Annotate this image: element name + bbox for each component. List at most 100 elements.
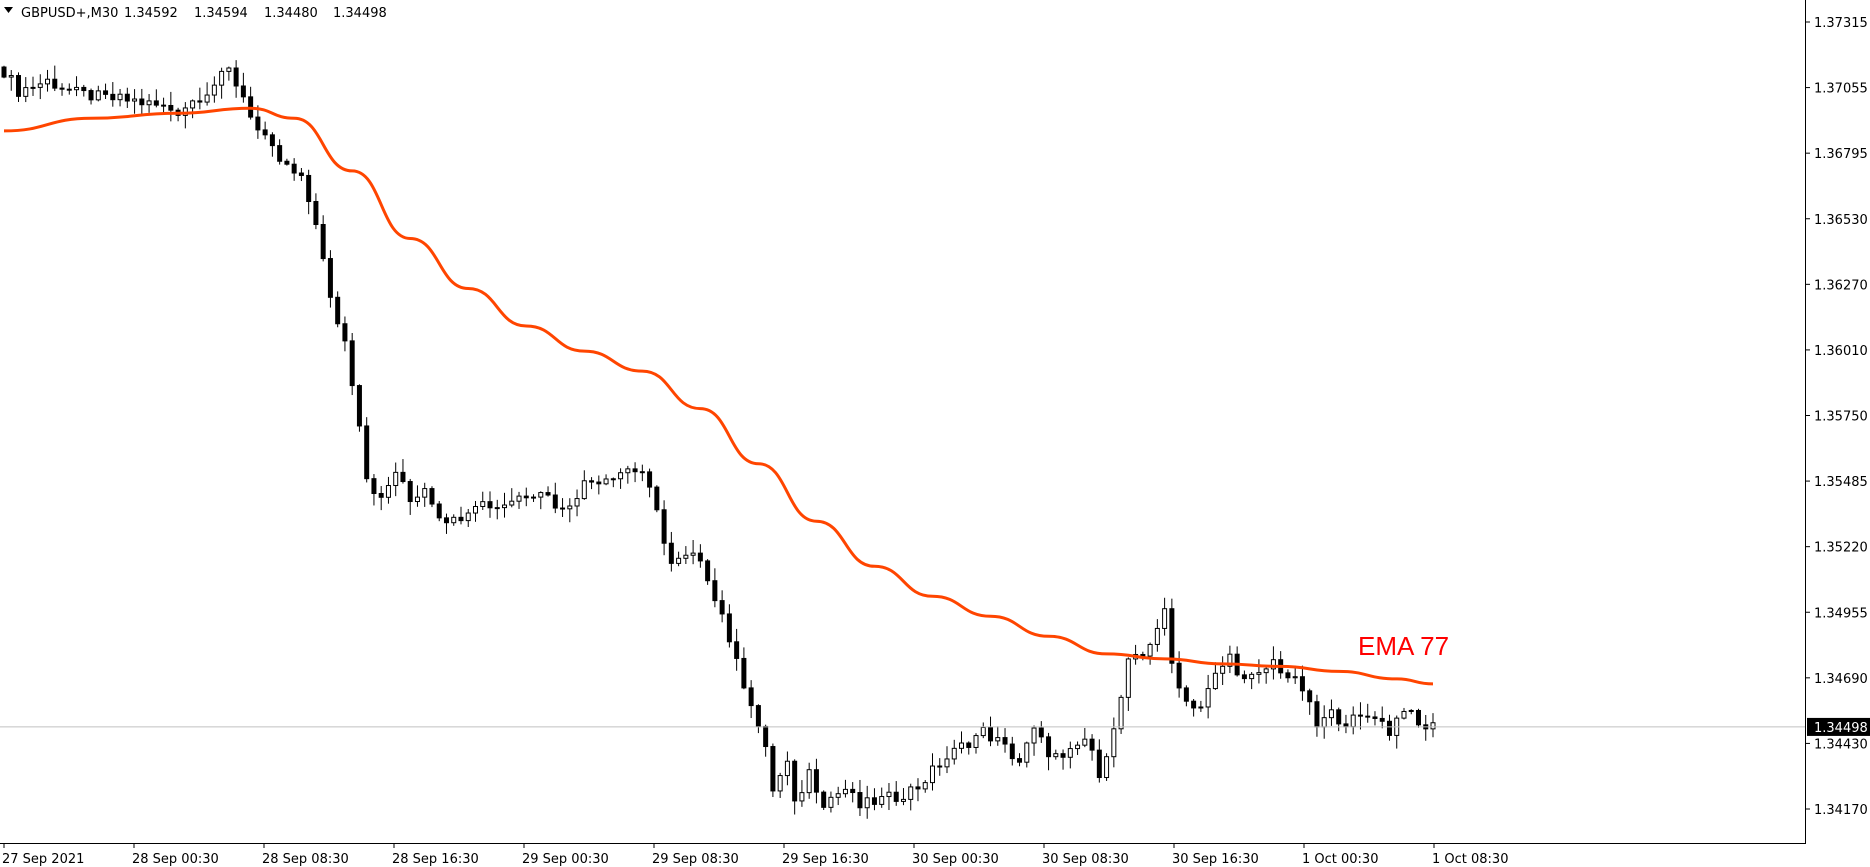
- candle: [770, 743, 776, 798]
- time-axis: 27 Sep 2021 28 Sep 00:30 28 Sep 08:30 28 Se…: [2, 843, 1508, 867]
- candle: [393, 462, 399, 497]
- candle-body-bear: [59, 87, 65, 90]
- candle-body-bear: [741, 657, 747, 689]
- candle-body-bear: [110, 93, 116, 101]
- header-high: 1.34594: [194, 6, 248, 21]
- candle: [161, 97, 167, 113]
- candle: [741, 647, 747, 690]
- time-tick-label: 29 Sep 08:30: [652, 852, 739, 867]
- price-tick-label: 1.34170: [1814, 803, 1868, 818]
- candle: [269, 132, 275, 157]
- candle: [1270, 646, 1276, 680]
- header-close: 1.34498: [333, 6, 387, 21]
- chart-header[interactable]: GBPUSD+,M30 1.34592 1.34594 1.34480 1.34…: [4, 6, 387, 21]
- candle-body-bull: [777, 775, 783, 792]
- candle: [1125, 657, 1131, 711]
- time-tick-label: 29 Sep 16:30: [782, 852, 869, 867]
- candle: [1162, 597, 1168, 636]
- price-tick-label: 1.36010: [1814, 344, 1868, 359]
- candle-body-bull: [8, 75, 14, 78]
- candle-body-bear: [1017, 758, 1023, 763]
- candle-body-bull: [951, 747, 957, 760]
- candle-body-bear: [1096, 749, 1102, 779]
- candle-body-bear: [400, 471, 406, 483]
- price-tick-label: 1.35750: [1814, 410, 1868, 425]
- candle: [980, 722, 986, 739]
- candle: [291, 158, 297, 181]
- candle-body-bull: [132, 98, 138, 102]
- candle-body-bull: [1220, 665, 1226, 674]
- candle: [1386, 714, 1392, 741]
- candle: [335, 291, 341, 328]
- candle-body-bull: [1104, 756, 1110, 779]
- candle: [327, 250, 333, 308]
- candle-body-bear: [342, 323, 348, 342]
- candle: [1169, 598, 1175, 674]
- candle-body-bull: [1125, 658, 1131, 698]
- header-open: 1.34592: [124, 6, 178, 21]
- candle-body-bear: [1089, 738, 1095, 751]
- candle-body-bull: [531, 496, 537, 499]
- candle-body-bear: [320, 224, 326, 260]
- current-price-tag: 1.34498: [1807, 717, 1870, 736]
- candle-body-bull: [618, 472, 624, 480]
- candle-body-bull: [45, 78, 51, 85]
- time-tick-label: 28 Sep 00:30: [132, 852, 219, 867]
- candle: [835, 786, 841, 806]
- candle: [821, 790, 827, 810]
- candle: [639, 464, 645, 482]
- candle-body-bull: [472, 505, 478, 514]
- ema-line: [3, 106, 1434, 686]
- candle-body-bull: [226, 67, 232, 72]
- candle: [560, 498, 566, 517]
- candle: [842, 779, 848, 798]
- price-axis: 1.37315 1.37055 1.36795 1.36530 1.36270 1.360…: [1806, 16, 1868, 818]
- candle-body-bull: [784, 760, 790, 777]
- candle-body-bear: [654, 486, 660, 511]
- candle-body-bull: [1263, 668, 1269, 674]
- candle: [1198, 700, 1204, 712]
- candle: [705, 559, 711, 585]
- candle-body-bull: [1430, 722, 1436, 730]
- candle: [465, 508, 471, 527]
- candle: [52, 65, 58, 92]
- candle-body-bull: [146, 100, 152, 106]
- candle: [110, 82, 116, 107]
- candle: [1147, 642, 1153, 665]
- candle-body-bull: [516, 495, 522, 502]
- candle-body-bear: [436, 503, 442, 519]
- candle: [146, 94, 152, 113]
- candle: [284, 158, 290, 166]
- time-tick-label: 27 Sep 2021: [2, 852, 84, 867]
- candle-body-bull: [538, 492, 544, 498]
- dropdown-triangle-icon[interactable]: [4, 7, 13, 13]
- candle-body-bear: [915, 786, 921, 790]
- candle-body-bear: [545, 492, 551, 496]
- candle: [1154, 619, 1160, 652]
- candle-body-bull: [944, 758, 950, 768]
- candle: [531, 494, 537, 502]
- candle: [487, 491, 493, 518]
- candle: [1104, 753, 1110, 781]
- candle-body-bull: [690, 552, 696, 556]
- candle-body-bull: [30, 86, 36, 89]
- candle: [610, 477, 616, 488]
- candle: [1046, 732, 1052, 771]
- candle: [581, 470, 587, 500]
- price-tick-label: 1.36530: [1814, 213, 1868, 228]
- time-tick-label: 29 Sep 00:30: [522, 852, 609, 867]
- time-tick-label: 1 Oct 08:30: [1432, 852, 1508, 867]
- candle-body-bear: [1343, 723, 1349, 728]
- candle-body-bull: [973, 735, 979, 748]
- candle-body-bull: [1147, 643, 1153, 657]
- candle: [23, 77, 29, 103]
- candle: [1017, 753, 1023, 767]
- candle: [240, 72, 246, 103]
- candle: [654, 485, 660, 513]
- price-tick-label: 1.37315: [1814, 16, 1868, 31]
- candle: [618, 468, 624, 489]
- candle-body-bear: [1386, 720, 1392, 736]
- candle-body-bull: [451, 516, 457, 524]
